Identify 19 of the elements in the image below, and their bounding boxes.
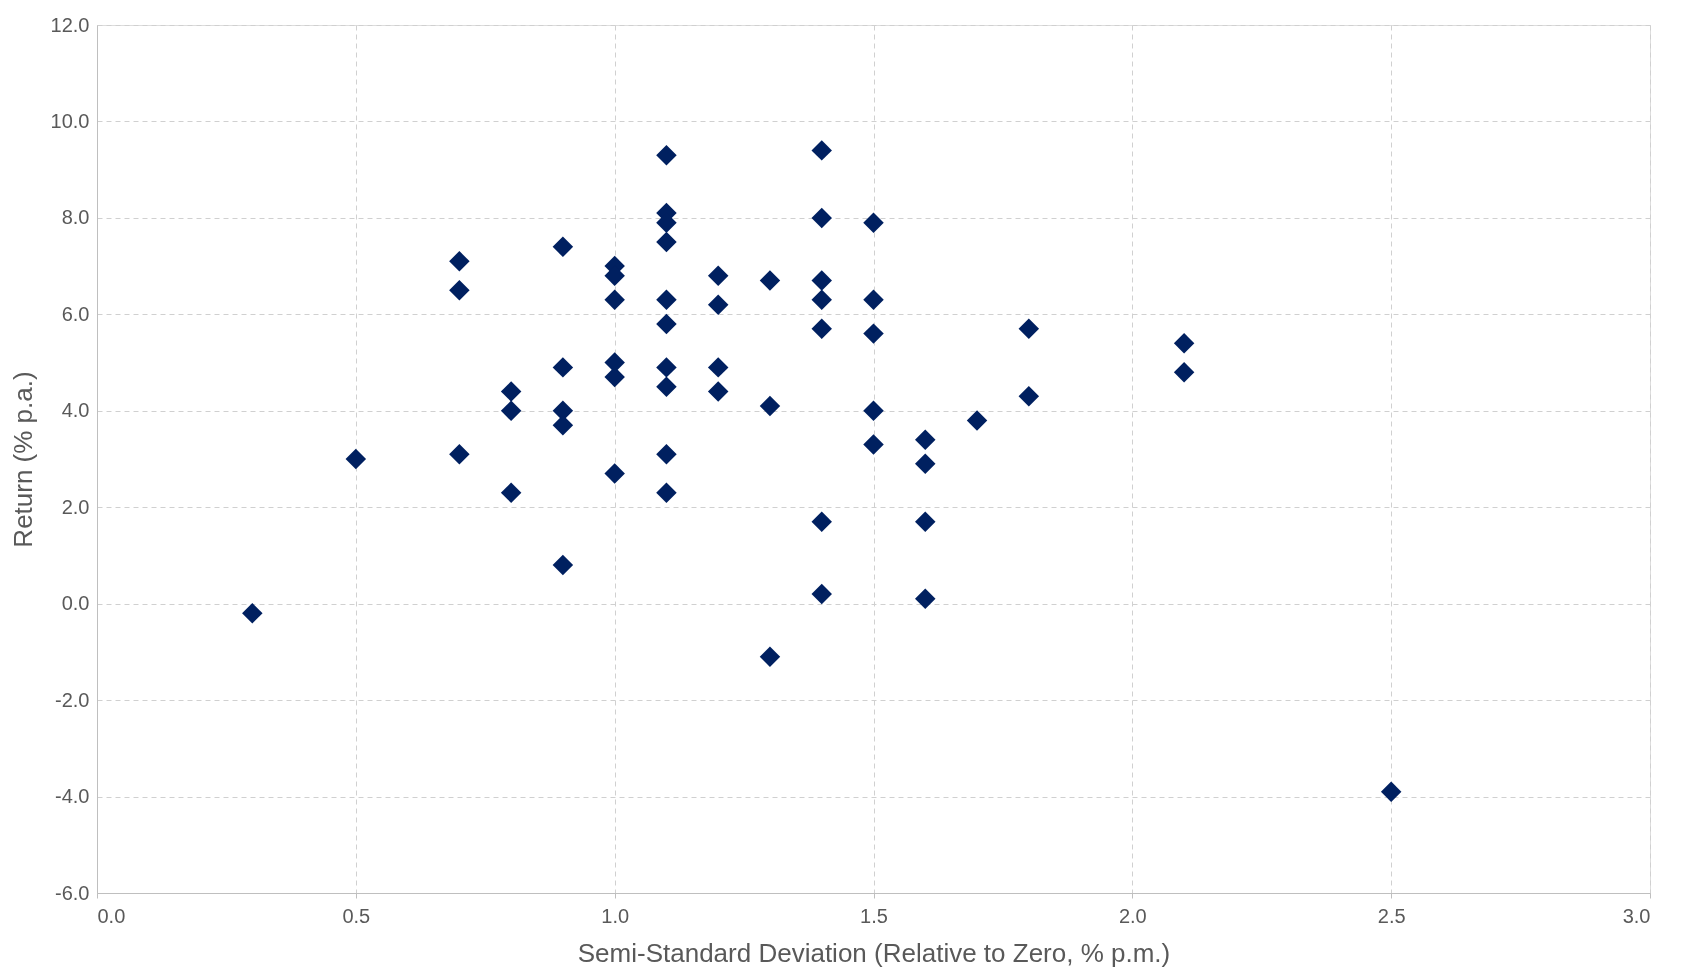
y-tick-label: 6.0	[61, 302, 90, 325]
y-tick-label: -2.0	[55, 688, 90, 711]
y-tick-label: 10.0	[50, 109, 90, 132]
y-tick-label: -4.0	[55, 785, 90, 808]
y-tick-label: -6.0	[55, 881, 90, 904]
y-tick-label: 8.0	[61, 206, 90, 229]
x-tick-label: 2.0	[1118, 904, 1147, 927]
x-tick-label: 3.0	[1622, 904, 1651, 927]
y-axis-title: Return (% p.a.)	[7, 371, 38, 548]
x-tick-label: 2.5	[1377, 904, 1406, 927]
y-tick-label: 0.0	[61, 592, 90, 615]
y-tick-label: 4.0	[61, 399, 90, 422]
x-tick-label: 0.0	[97, 904, 126, 927]
x-tick-label: 1.0	[601, 904, 630, 927]
x-tick-label: 1.5	[860, 904, 888, 927]
x-tick-label: 0.5	[342, 904, 371, 927]
y-tick-label: 2.0	[61, 495, 90, 518]
x-axis-title: Semi-Standard Deviation (Relative to Zero, % p.m.)	[577, 937, 1171, 968]
y-tick-label: 12.0	[50, 13, 90, 36]
